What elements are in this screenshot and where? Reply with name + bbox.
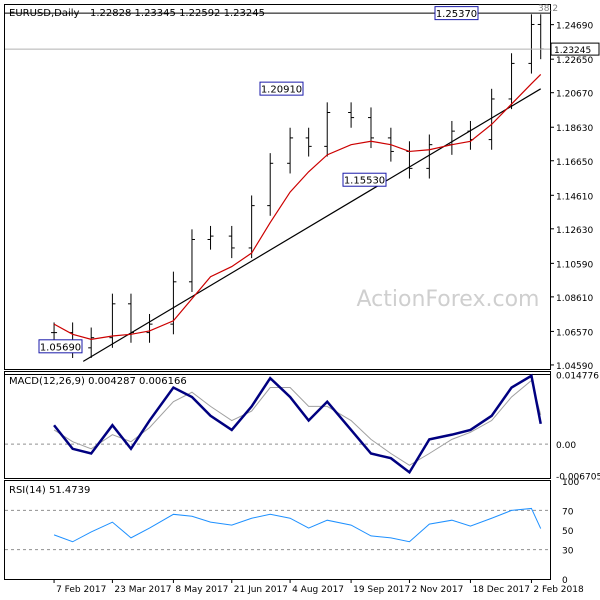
price-axis-label: 1.16650 xyxy=(556,158,593,168)
trendline xyxy=(82,88,542,362)
price-annotation-box xyxy=(342,172,387,187)
x-axis-label: 18 Dec 2017 xyxy=(472,585,530,595)
x-axis-label: 4 Aug 2017 xyxy=(292,585,344,595)
price-axis-label: 1.08610 xyxy=(556,294,593,304)
last-price-label: 1.23245 xyxy=(554,46,591,56)
x-axis-label: 23 Mar 2017 xyxy=(114,585,171,595)
price-axis-label: 1.10590 xyxy=(556,260,593,270)
rsi-layer xyxy=(5,507,550,551)
rsi-line xyxy=(53,507,542,543)
price-axis-label: 1.12630 xyxy=(556,226,593,236)
macd-axis-label: 0.014776 xyxy=(556,371,599,381)
rsi-axis-label: 100 xyxy=(562,478,579,488)
watermark: ActionForex.com xyxy=(357,287,540,312)
macd-panel-frame xyxy=(4,371,551,479)
price-annotation-label: 1.05690 xyxy=(40,342,81,353)
price-annotation-label: 1.20910 xyxy=(261,85,302,96)
x-axis-label: 2 Nov 2017 xyxy=(411,585,463,595)
last-price-tag xyxy=(550,42,600,56)
price-layer: 1.25370 1.20910 1.15530 1.05690 38.2 xyxy=(5,4,558,362)
price-axis-label: 1.20670 xyxy=(556,90,593,100)
rsi-axis-label: 70 xyxy=(562,507,574,517)
price-axis-label: 1.04590 xyxy=(556,362,593,372)
rsi-panel-frame xyxy=(4,480,551,580)
price-annotation-box xyxy=(259,81,304,96)
rsi-label: RSI(14) 51.4739 xyxy=(9,485,90,496)
rsi-axis-label: 50 xyxy=(562,527,574,537)
x-axis-label: 8 May 2017 xyxy=(175,585,228,595)
macd-signal-line xyxy=(53,379,542,466)
price-annotation-box xyxy=(38,339,83,354)
axis-layer: 1.24690 1.22650 1.20670 1.18630 1.16650 1.146… xyxy=(53,22,600,595)
price-axis-label: 1.22650 xyxy=(556,56,593,66)
price-annotation-label: 1.15530 xyxy=(344,176,385,187)
chart-symbol-label: EURUSD,Daily xyxy=(9,8,80,19)
macd-label: MACD(12,26,9) 0.004287 0.006166 xyxy=(9,376,187,387)
macd-main-line xyxy=(53,373,542,475)
x-axis-label: 7 Feb 2017 xyxy=(56,585,106,595)
price-axis-label: 1.18630 xyxy=(556,124,593,134)
price-axis-label: 1.14610 xyxy=(556,192,593,202)
x-axis-label: 19 Sep 2017 xyxy=(353,585,410,595)
price-panel-frame xyxy=(4,4,551,370)
macd-axis-label: 0.00 xyxy=(556,441,576,451)
price-annotation-box xyxy=(434,6,479,21)
price-annotation-label: 1.25370 xyxy=(436,9,477,20)
macd-layer xyxy=(5,373,550,475)
x-axis-label: 21 Jun 2017 xyxy=(234,585,288,595)
moving-average-line xyxy=(53,73,542,340)
price-axis-label: 1.24690 xyxy=(556,22,593,32)
chart-ohlc-label: 1.22828 1.23345 1.22592 1.23245 xyxy=(90,8,265,19)
rsi-axis-label: 30 xyxy=(562,547,574,557)
rsi-axis-label: 0 xyxy=(562,576,568,586)
macd-axis-label: -0.006705 xyxy=(556,473,600,483)
price-axis-label: 1.06570 xyxy=(556,328,593,338)
fib-level-label: 38.2 xyxy=(538,4,558,14)
x-axis-label: 2 Feb 2018 xyxy=(533,585,584,595)
